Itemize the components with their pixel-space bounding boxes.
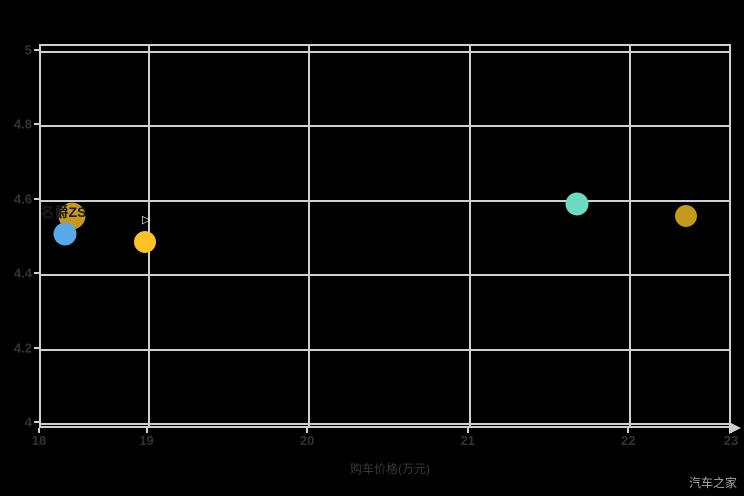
y-gridline xyxy=(41,125,729,128)
x-gridline xyxy=(308,46,311,426)
x-axis-arrow-icon xyxy=(729,422,741,434)
mouse-cursor-icon: ▷ xyxy=(142,214,151,226)
x-tick-label: 19 xyxy=(139,433,154,448)
x-tick-mark xyxy=(306,428,309,433)
y-gridline xyxy=(41,348,729,351)
y-gridline xyxy=(41,50,729,53)
y-tick-label: 4.4 xyxy=(13,265,32,281)
y-gridline xyxy=(41,199,729,202)
x-tick-mark xyxy=(466,428,469,433)
x-tick-mark xyxy=(627,428,630,433)
x-tick-label: 22 xyxy=(621,433,636,448)
y-tick-label: 4 xyxy=(24,414,32,430)
y-tick-label: 4.6 xyxy=(13,191,32,207)
data-point[interactable] xyxy=(53,222,77,246)
x-tick-label: 23 xyxy=(723,433,739,448)
x-tick-mark xyxy=(145,428,148,433)
y-tick-label: 5 xyxy=(24,42,32,58)
x-tick-mark xyxy=(38,428,40,433)
x-tick-label: 21 xyxy=(460,433,475,448)
y-tick-label: 4.2 xyxy=(13,340,32,356)
data-point-label: 名爵ZS xyxy=(40,203,87,220)
x-tick-label: 20 xyxy=(299,433,315,448)
data-point[interactable] xyxy=(675,204,698,227)
y-tick-label: 4.8 xyxy=(13,116,32,132)
data-point[interactable] xyxy=(565,192,589,216)
x-tick-label: 18 xyxy=(31,433,47,448)
x-gridline xyxy=(468,46,471,426)
y-gridline xyxy=(41,274,729,277)
data-point[interactable] xyxy=(134,230,157,253)
x-axis-title: 购车价格(万元) xyxy=(350,462,430,476)
watermark: 汽车之家 xyxy=(688,476,737,490)
plot-area: 名爵ZS xyxy=(39,44,731,428)
y-gridline xyxy=(41,423,729,426)
x-gridline xyxy=(629,46,632,426)
